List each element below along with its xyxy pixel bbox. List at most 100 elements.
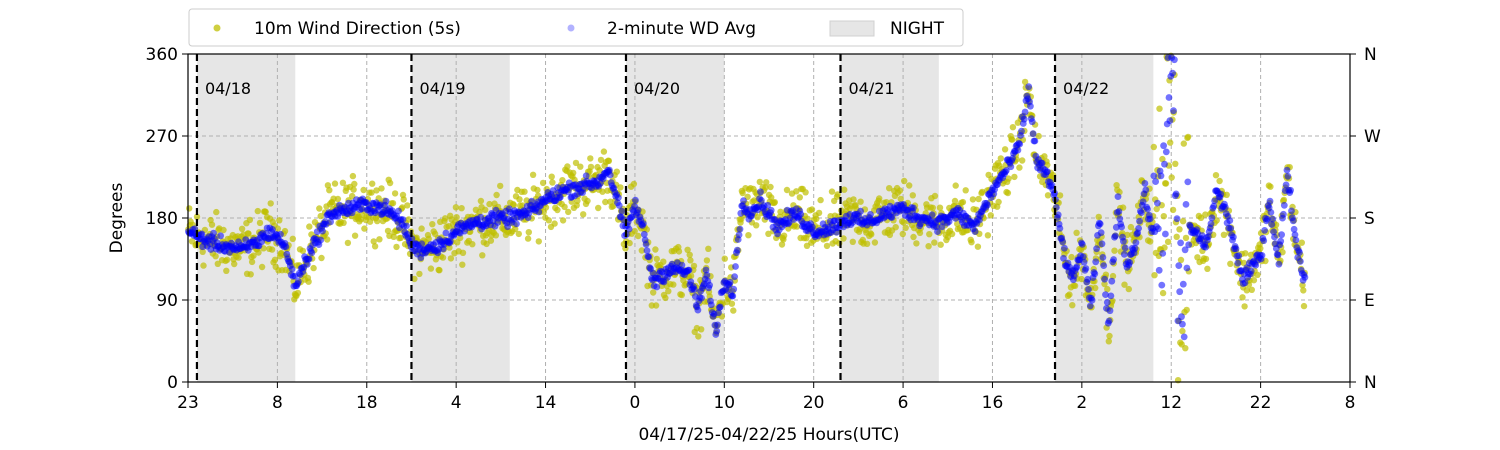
wind-direction-point [554,206,561,214]
day-marker-label: 04/20 [634,79,680,98]
wd-average-point [399,216,407,224]
wd-average-point [1116,215,1124,223]
wind-direction-point [626,239,633,247]
wd-average-point [1120,237,1127,245]
wd-average-point [1028,118,1036,126]
wind-direction-point [906,182,913,189]
wd-average-point [1270,228,1277,236]
wind-direction-point [1248,286,1256,293]
wd-average-point [1271,233,1278,241]
wd-average-point [1263,215,1271,223]
wd-average-point [642,241,650,248]
wind-direction-point [828,188,836,195]
wind-direction-point [631,227,638,235]
wind-direction-point [968,239,975,246]
wd-average-point [358,205,366,213]
wd-average-point [1284,172,1292,180]
wind-direction-point [310,264,317,272]
wd-average-point [1152,178,1159,186]
wind-direction-point [351,180,358,188]
x-tick-label: 6 [898,393,909,413]
wind-direction-point [997,155,1004,162]
wind-direction-point [213,208,220,216]
x-tick-label: 22 [1250,393,1272,413]
wd-average-point [716,303,724,311]
wd-average-point [1150,172,1158,180]
wind-direction-point [1267,183,1274,190]
wd-average-point [1154,199,1161,207]
wind-direction-point [850,196,857,203]
wd-average-point [1217,190,1225,198]
wind-direction-point [1150,143,1158,151]
wind-direction-point [393,243,400,251]
x-tick-label: 16 [982,393,1004,413]
wd-average-point [625,225,633,233]
wind-direction-point [931,192,939,200]
wd-average-point [1211,197,1218,205]
wind-direction-point [318,254,325,262]
wind-direction-point [1035,132,1042,140]
wind-direction-point [1216,177,1223,185]
wind-direction-point [1016,164,1023,171]
wind-direction-point [235,254,242,261]
wind-direction-point [339,179,347,186]
wind-direction-point [1121,281,1128,288]
wind-direction-point [896,187,904,194]
wind-direction-point [208,221,216,228]
wind-direction-point [572,159,580,167]
wd-average-point [1146,215,1154,223]
wind-direction-point [1299,282,1306,289]
x-axis-label: 04/17/25-04/22/25 Hours(UTC) [638,425,899,445]
wind-direction-point [929,204,936,211]
wd-average-point [277,230,284,238]
wind-direction-point [916,229,924,237]
x-tick-label: 8 [1345,393,1356,413]
wind-direction-point [390,233,397,240]
wind-direction-point [1011,173,1018,181]
wind-direction-point [1177,256,1185,264]
wd-average-point [632,196,639,204]
wind-direction-point [1111,247,1118,254]
wind-direction-point [551,220,558,227]
wd-average-point [1135,225,1142,232]
wind-direction-point [577,163,584,170]
wd-average-point [1202,243,1209,251]
wind-direction-point [1125,285,1133,293]
wind-direction-point [1106,332,1113,340]
wd-average-point [731,273,738,281]
wd-average-point [1179,280,1187,288]
wind-direction-point [675,248,683,255]
right-tick-label: S [1364,209,1375,229]
wind-direction-point [452,204,460,211]
wd-average-point [1275,260,1283,268]
wd-average-point [618,207,626,215]
wd-average-point [857,207,864,215]
wd-average-point [295,278,302,285]
wind-direction-point [458,205,465,212]
wd-average-point [1132,239,1140,247]
wd-average-point [288,265,296,273]
wd-average-point [1093,245,1100,253]
wd-average-point [1082,265,1090,272]
wd-average-point [1267,209,1275,216]
wind-direction-point [703,257,711,264]
wind-direction-point [1168,174,1175,181]
wind-direction-point [925,243,932,250]
wd-average-point [1290,225,1298,233]
wind-direction-point [384,227,392,235]
wind-direction-point [721,255,728,262]
wind-direction-point [778,241,786,248]
wind-direction-point [897,195,904,203]
wd-average-point [210,229,217,237]
wind-direction-point [1069,302,1076,309]
wind-direction-point [1173,233,1180,240]
wind-direction-point [376,236,383,243]
wind-direction-point [1257,245,1264,252]
wind-direction-point [516,196,523,203]
wind-direction-point [587,155,594,162]
wind-direction-point [783,186,791,194]
wd-average-point [1288,207,1295,215]
wind-direction-point [405,216,412,223]
wind-direction-point [1009,124,1017,131]
wind-direction-point [1179,327,1186,335]
